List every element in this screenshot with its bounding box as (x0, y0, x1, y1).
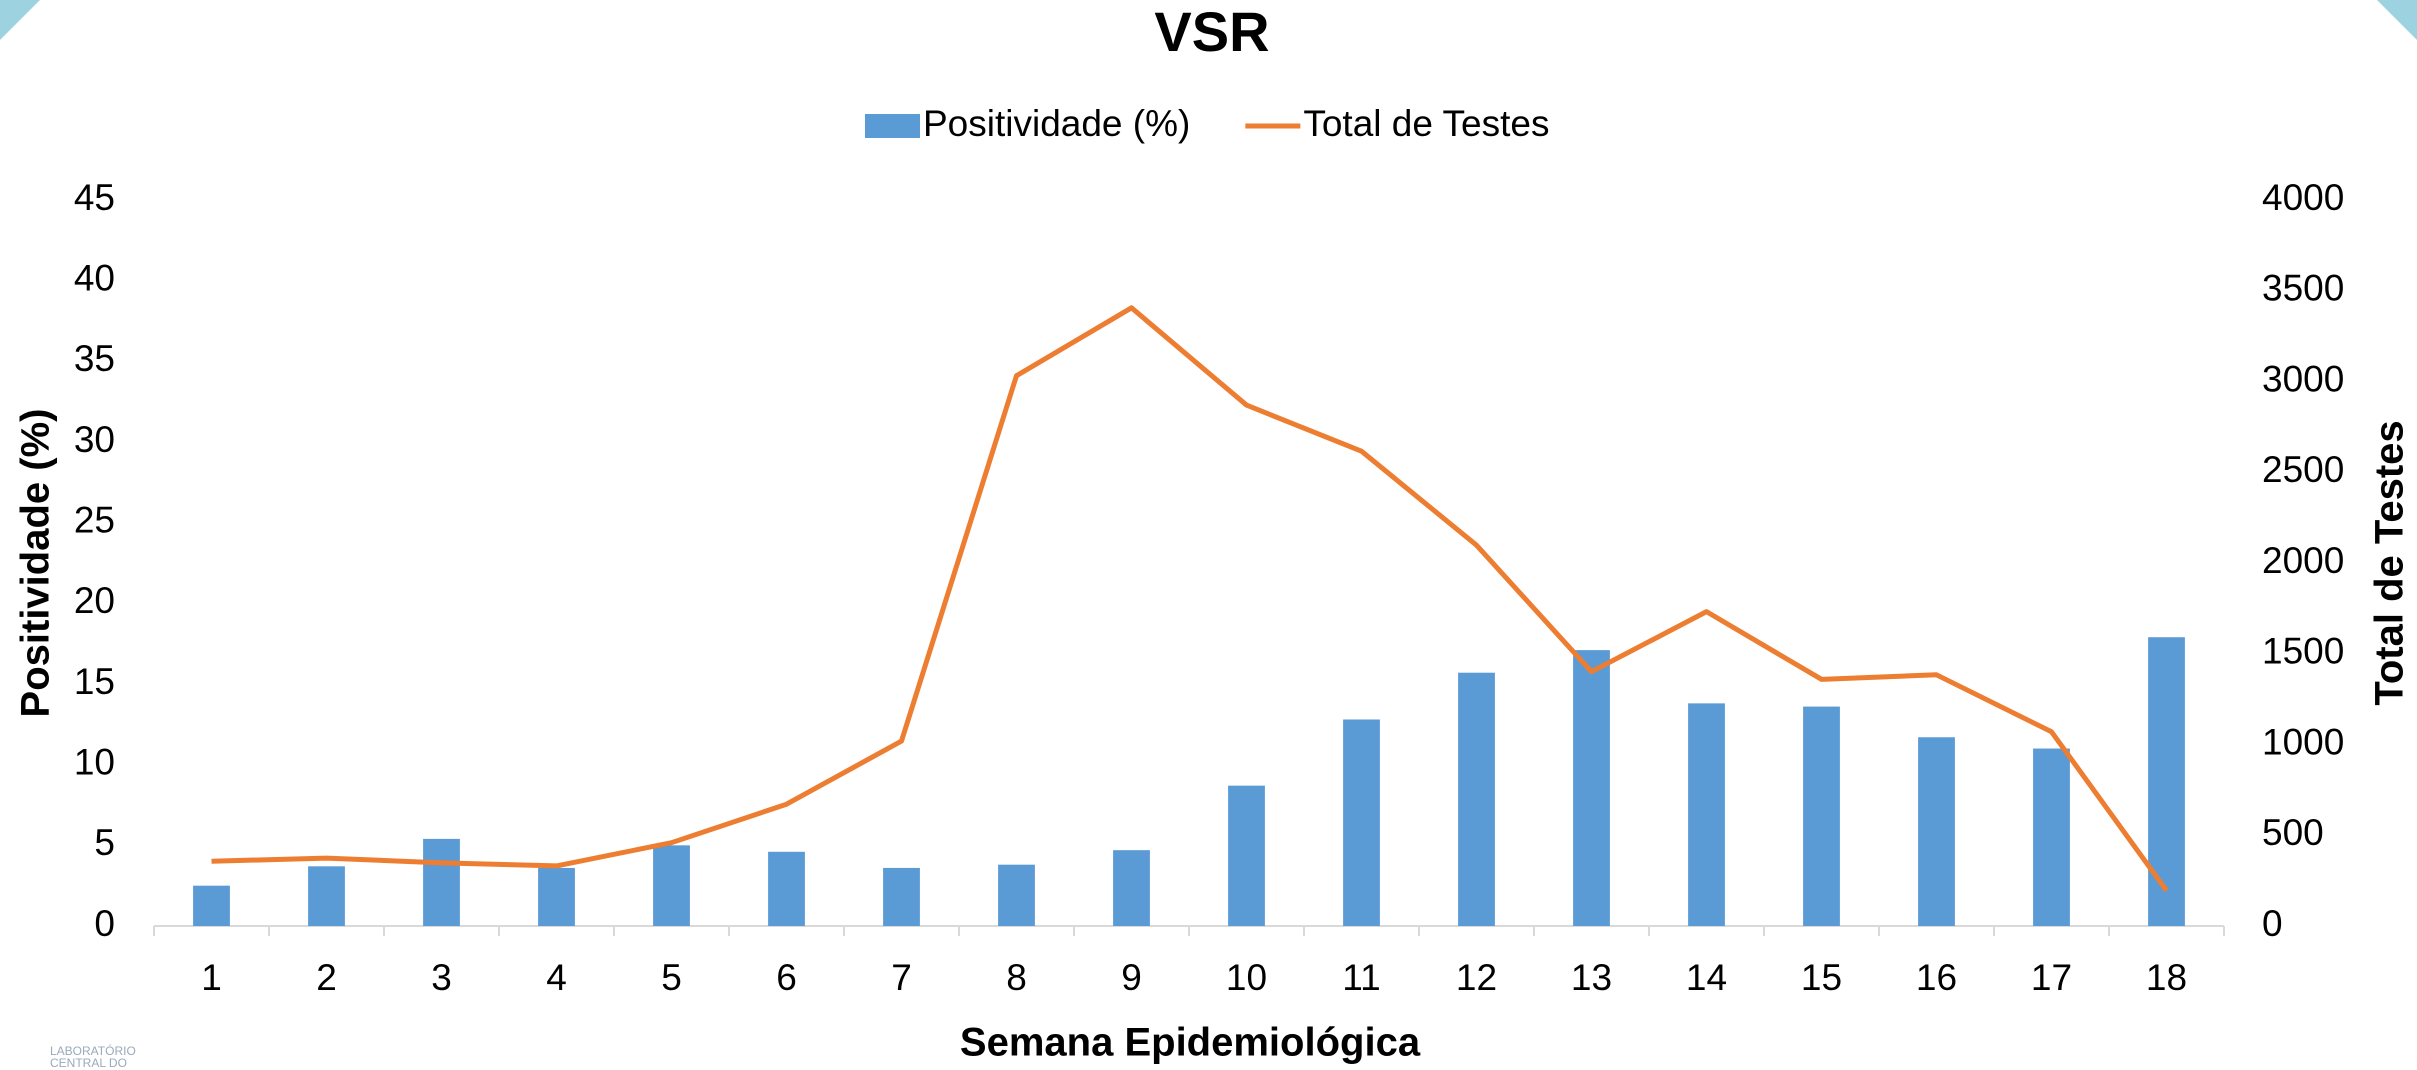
bar (883, 867, 920, 926)
y-axis-title: Positividade (%) (14, 409, 58, 718)
x-tick-label: 16 (1916, 957, 1957, 998)
y2-tick-label: 1500 (2262, 631, 2344, 672)
corner-decoration (0, 0, 40, 40)
legend-label: Positividade (%) (923, 103, 1190, 144)
x-tick-label: 3 (431, 957, 452, 998)
y-tick-label: 10 (74, 741, 115, 782)
x-tick-label: 18 (2146, 957, 2187, 998)
y2-tick-label: 3000 (2262, 358, 2344, 399)
bar (2033, 748, 2070, 926)
chart-title: VSR (1154, 0, 1269, 63)
bar (193, 885, 230, 926)
y2-tick-label: 1000 (2262, 721, 2344, 762)
y2-tick-label: 0 (2262, 903, 2283, 944)
x-tick-label: 4 (546, 957, 567, 998)
x-tick-label: 10 (1226, 957, 1267, 998)
bar (653, 845, 690, 926)
bar (1803, 706, 1840, 926)
y2-tick-label: 4000 (2262, 177, 2344, 218)
x-tick-label: 5 (661, 957, 682, 998)
y-tick-label: 25 (74, 499, 115, 540)
line (211, 305, 2169, 893)
bar (538, 867, 575, 926)
bar (1228, 785, 1265, 926)
legend-swatch (865, 114, 920, 138)
x-tick-label: 17 (2031, 957, 2072, 998)
logo-text: CENTRAL DO (50, 1056, 127, 1070)
y2-tick-label: 500 (2262, 812, 2324, 853)
logo-text: LABORATÓRIO (50, 1043, 136, 1058)
y-tick-label: 30 (74, 419, 115, 460)
bar (308, 866, 345, 926)
bar (768, 851, 805, 926)
y-tick-label: 20 (74, 580, 115, 621)
bar (2148, 637, 2185, 926)
y-tick-label: 0 (94, 903, 115, 944)
x-tick-label: 1 (201, 957, 222, 998)
x-tick-label: 14 (1686, 957, 1727, 998)
bar (1343, 719, 1380, 926)
y2-tick-label: 2500 (2262, 449, 2344, 490)
legend-label: Total de Testes (1303, 103, 1549, 144)
x-tick-label: 11 (1342, 957, 1380, 998)
x-tick-label: 12 (1456, 957, 1497, 998)
corner-decoration (2377, 0, 2417, 40)
y-tick-label: 15 (74, 661, 115, 702)
bar (1918, 737, 1955, 926)
x-axis-title: Semana Epidemiológica (960, 1021, 1421, 1065)
x-tick-label: 7 (891, 957, 912, 998)
y-tick-label: 35 (74, 338, 115, 379)
y-tick-label: 45 (74, 177, 115, 218)
bar (1458, 672, 1495, 926)
bar (1688, 703, 1725, 926)
y-tick-label: 5 (94, 822, 115, 863)
y2-tick-label: 3500 (2262, 268, 2344, 309)
bar (423, 838, 460, 926)
x-tick-label: 9 (1121, 957, 1142, 998)
x-tick-label: 8 (1006, 957, 1027, 998)
x-tick-label: 13 (1571, 957, 1612, 998)
bar (1573, 650, 1610, 926)
x-tick-label: 6 (776, 957, 797, 998)
bar (1113, 850, 1150, 926)
y2-axis-title: Total de Testes (2368, 420, 2412, 705)
x-tick-label: 2 (316, 957, 337, 998)
y-tick-label: 40 (74, 257, 115, 298)
x-tick-label: 15 (1801, 957, 1842, 998)
bar (998, 864, 1035, 926)
y2-tick-label: 2000 (2262, 540, 2344, 581)
